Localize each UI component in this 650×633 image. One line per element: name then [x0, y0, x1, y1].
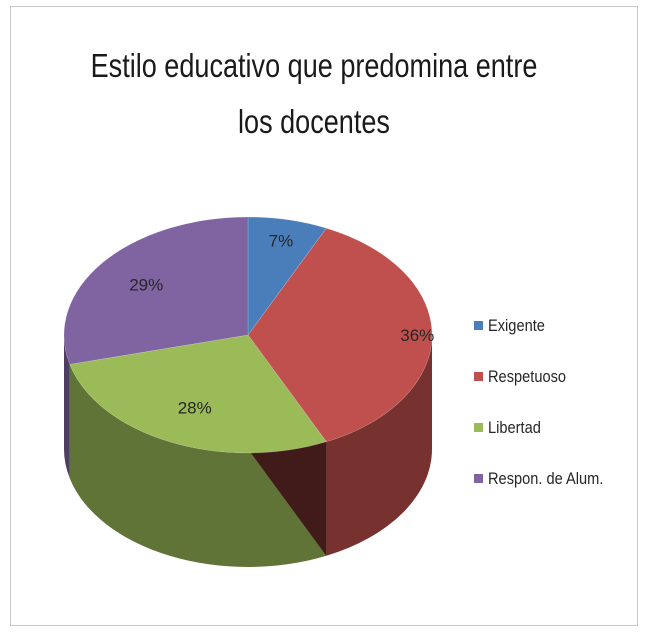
pie-slice-libertad — [69, 334, 327, 454]
data-label-exigente: 7% — [269, 232, 294, 251]
legend-swatch-respon-de-alum — [474, 474, 483, 483]
pie-top-faces — [63, 216, 433, 454]
pie-side-walls — [64, 335, 432, 567]
data-label-libertad: 28% — [178, 399, 212, 418]
chart-title: Estilo educativo que predomina entre los… — [90, 47, 538, 140]
legend-label-exigente: Exigente — [488, 315, 545, 335]
legend-swatch-respetuoso — [474, 372, 483, 381]
pie-side-libertad — [69, 364, 327, 567]
legend-label-respetuoso: Respetuoso — [488, 366, 567, 386]
legend-item-libertad: Libertad — [474, 402, 622, 453]
legend-swatch-libertad — [474, 423, 483, 432]
legend-label-respon-de-alum: Respon. de Alum. — [488, 468, 604, 488]
legend-item-respetuoso: Respetuoso — [474, 351, 622, 402]
legend: Exigente Respetuoso Libertad Respon. de … — [474, 300, 622, 504]
legend-item-respon-de-alum: Respon. de Alum. — [474, 453, 622, 504]
legend-label-libertad: Libertad — [488, 417, 541, 437]
pie-side-respetuoso — [326, 335, 432, 556]
pie-data-labels: 7% 36% 28% 29% — [129, 232, 434, 418]
data-label-respon-de-alum: 29% — [129, 275, 163, 294]
pie-slice-respetuoso — [247, 227, 433, 443]
pie-slice-respon-de-alum — [63, 216, 249, 365]
legend-swatch-exigente — [474, 321, 483, 330]
pie-side-respon-de-alum — [64, 335, 70, 479]
pie-slice-exigente — [247, 216, 327, 336]
legend-item-exigente: Exigente — [474, 300, 622, 351]
data-label-respetuoso: 36% — [400, 326, 434, 345]
